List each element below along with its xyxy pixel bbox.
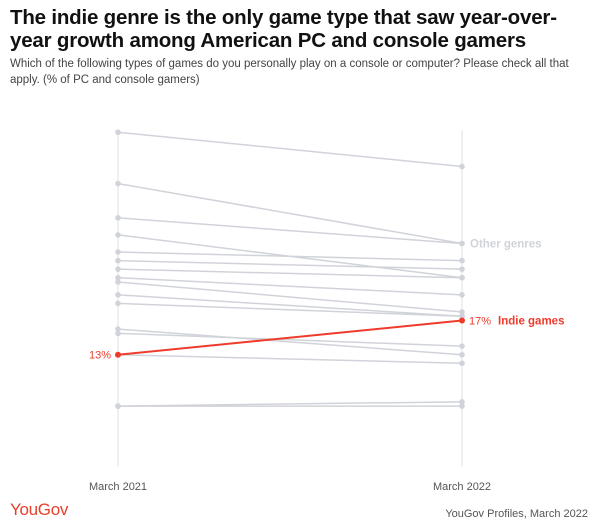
series-line-1	[117, 131, 463, 168]
indie-games-label: Indie games	[498, 316, 564, 328]
series-line-8	[117, 276, 463, 296]
series-1-point-2	[459, 163, 465, 170]
indie-start-value-label: 13%	[89, 350, 111, 362]
series-9-point-1	[115, 279, 121, 285]
series-4-point-1	[115, 232, 121, 238]
series-16-point-2	[459, 403, 465, 409]
series-13-point-2	[459, 343, 465, 349]
series-line-3	[117, 217, 463, 245]
series-line-14	[117, 353, 463, 365]
indie-games-point-1	[115, 351, 121, 358]
yougov-logo: YouGov	[10, 500, 69, 519]
series-5-point-1	[115, 249, 121, 255]
series-5-point-2	[459, 257, 465, 264]
x-tick-label-1: March 2021	[89, 481, 147, 493]
series-11-point-2	[459, 313, 465, 320]
series-line-6	[117, 259, 463, 270]
series-16-point-1	[115, 403, 121, 409]
series-2-point-1	[115, 180, 121, 187]
series-15-point-2	[459, 399, 465, 405]
series-7-point-2	[459, 274, 465, 281]
series-10-point-1	[115, 292, 121, 298]
series-3-point-2	[459, 240, 465, 247]
series-line-10	[117, 294, 463, 317]
indie-games-point-2	[459, 317, 465, 324]
series-line-13	[117, 332, 463, 347]
series-line-7	[117, 268, 463, 279]
series-line-2	[117, 182, 463, 245]
series-6-point-2	[459, 266, 465, 272]
series-12-point-1	[115, 326, 121, 332]
series-14-point-2	[459, 360, 465, 367]
chart-title: The indie genre is the only game type th…	[10, 6, 557, 52]
source-note: YouGov Profiles, March 2022	[445, 508, 588, 520]
series-line-5	[117, 251, 463, 262]
series-11-point-1	[115, 300, 121, 307]
series-8-point-1	[115, 274, 121, 281]
series-6-point-1	[115, 257, 121, 264]
indie-end-value-label: 17%	[469, 316, 491, 328]
series-line-12	[117, 328, 463, 356]
x-tick-label-2: March 2022	[433, 481, 491, 493]
series-12-point-2	[459, 351, 465, 358]
chart-subtitle: Which of the following types of games do…	[10, 58, 569, 86]
series-7-point-1	[115, 266, 121, 272]
series-9-point-2	[459, 309, 465, 315]
series-1-point-1	[115, 129, 121, 136]
other-genres-label: Other genres	[470, 238, 542, 250]
series-13-point-1	[115, 330, 121, 337]
series-line-11	[117, 302, 463, 317]
series-3-point-1	[115, 215, 121, 221]
series-line-9	[117, 281, 463, 313]
series-8-point-2	[459, 292, 465, 298]
indie-games-line	[117, 319, 463, 356]
